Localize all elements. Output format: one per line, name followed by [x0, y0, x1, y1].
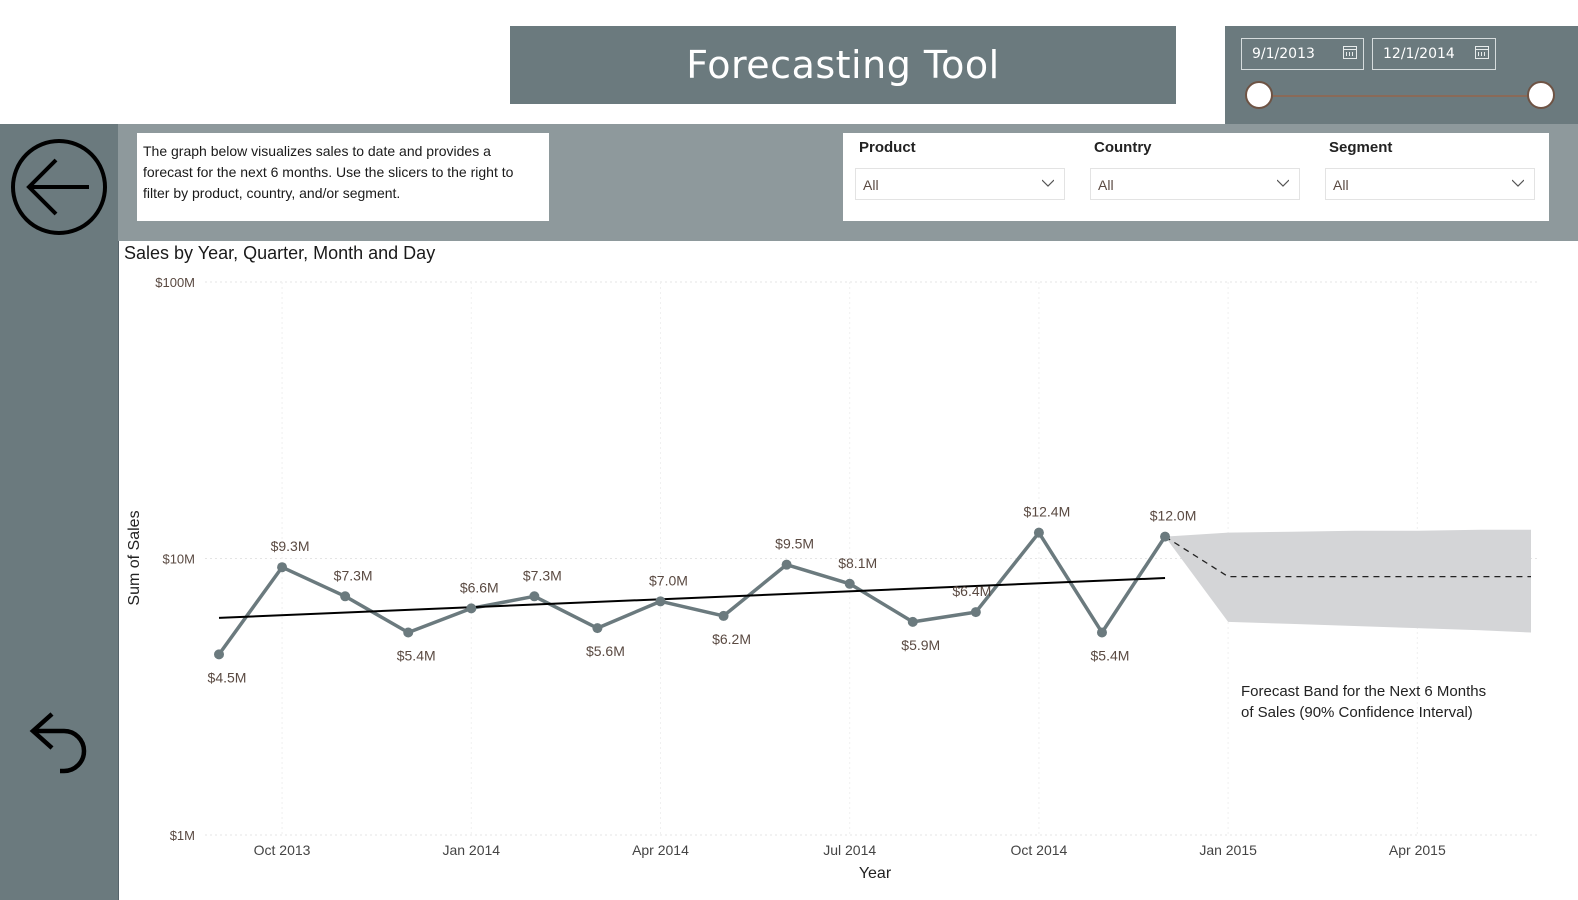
- data-point[interactable]: [1096, 627, 1107, 638]
- left-nav-rail: [0, 124, 119, 900]
- data-point[interactable]: [844, 578, 855, 589]
- data-label: $12.0M: [1150, 508, 1197, 524]
- date-slider-track[interactable]: [1259, 95, 1542, 97]
- x-tick-label: Oct 2014: [1010, 842, 1067, 858]
- data-label: $6.4M: [952, 583, 991, 599]
- x-tick-label: Apr 2015: [1389, 842, 1446, 858]
- data-label: $6.2M: [712, 631, 751, 647]
- data-point[interactable]: [340, 591, 351, 602]
- data-point[interactable]: [970, 607, 981, 618]
- product-dropdown[interactable]: All: [855, 168, 1065, 200]
- description-text: The graph below visualizes sales to date…: [137, 133, 549, 221]
- segment-dropdown[interactable]: All: [1325, 168, 1535, 200]
- calendar-icon[interactable]: [1475, 46, 1489, 59]
- data-point[interactable]: [214, 649, 224, 660]
- slicer-panel: Product All Country All Segment All: [843, 133, 1549, 221]
- data-label: $8.1M: [838, 555, 877, 571]
- x-tick-label: Jul 2014: [823, 842, 876, 858]
- start-date-input[interactable]: 9/1/2013: [1241, 38, 1364, 70]
- x-tick-label: Jan 2015: [1199, 842, 1257, 858]
- data-point[interactable]: [277, 562, 288, 573]
- circle-arrow-left-icon[interactable]: [9, 137, 109, 237]
- y-tick-label: $100M: [155, 275, 195, 290]
- segment-slicer-label: Segment: [1329, 139, 1393, 156]
- y-axis-title: Sum of Sales: [126, 510, 143, 605]
- product-dropdown-value: All: [863, 177, 879, 193]
- date-slider-end-handle[interactable]: [1527, 81, 1555, 109]
- data-point[interactable]: [1033, 527, 1044, 538]
- data-label: $9.5M: [775, 536, 814, 552]
- data-point[interactable]: [907, 616, 918, 627]
- sales-forecast-chart[interactable]: $100M $10M $1M Oct 2013 Jan 2014 Apr 2014 Jul …: [118, 241, 1578, 900]
- data-label: $12.4M: [1024, 504, 1071, 520]
- data-point[interactable]: [718, 610, 729, 621]
- calendar-icon[interactable]: [1343, 46, 1357, 59]
- data-label: $5.4M: [1091, 647, 1130, 663]
- start-date-value: 9/1/2013: [1252, 46, 1315, 62]
- data-label: $6.6M: [460, 579, 499, 595]
- data-label: $5.9M: [901, 637, 940, 653]
- data-point[interactable]: [529, 591, 540, 602]
- data-point[interactable]: [781, 559, 792, 570]
- chevron-down-icon: [1042, 179, 1054, 187]
- data-point[interactable]: [655, 596, 666, 607]
- country-dropdown-value: All: [1098, 177, 1114, 193]
- forecast-annotation: Forecast Band for the Next 6 Months: [1241, 683, 1486, 700]
- data-label: $7.0M: [649, 572, 688, 588]
- sales-line: [217, 530, 1167, 656]
- page-title: Forecasting Tool: [686, 43, 1000, 87]
- undo-arrow-icon[interactable]: [28, 708, 90, 776]
- data-point[interactable]: [466, 603, 477, 614]
- forecast-band: [1165, 529, 1531, 633]
- y-tick-label: $10M: [162, 552, 195, 567]
- forecast-line: [1164, 536, 1531, 578]
- data-label: $4.5M: [208, 669, 247, 685]
- forecast-annotation: of Sales (90% Confidence Interval): [1241, 704, 1473, 721]
- x-tick-label: Apr 2014: [632, 842, 689, 858]
- x-tick-label: Oct 2013: [254, 842, 311, 858]
- data-label: $9.3M: [271, 538, 310, 554]
- x-tick-label: Jan 2014: [442, 842, 500, 858]
- date-slider-start-handle[interactable]: [1245, 81, 1273, 109]
- data-label: $7.3M: [334, 567, 373, 583]
- data-point[interactable]: [403, 627, 414, 638]
- chevron-down-icon: [1277, 179, 1289, 187]
- data-label: $5.4M: [397, 647, 436, 663]
- chart-title: Sales by Year, Quarter, Month and Day: [124, 243, 436, 263]
- data-label: $7.3M: [523, 567, 562, 583]
- data-label: $5.6M: [586, 643, 625, 659]
- y-tick-label: $1M: [170, 828, 195, 843]
- date-range-slicer: 9/1/2013 12/1/2014: [1225, 26, 1578, 124]
- country-dropdown[interactable]: All: [1090, 168, 1300, 200]
- country-slicer-label: Country: [1094, 139, 1152, 156]
- data-point[interactable]: [1160, 531, 1171, 542]
- trend-line: [218, 577, 1166, 619]
- data-point[interactable]: [592, 623, 603, 634]
- end-date-input[interactable]: 12/1/2014: [1372, 38, 1496, 70]
- x-axis-title: Year: [859, 865, 892, 882]
- segment-dropdown-value: All: [1333, 177, 1349, 193]
- chevron-down-icon: [1512, 179, 1524, 187]
- page-title-bar: Forecasting Tool: [510, 26, 1176, 104]
- end-date-value: 12/1/2014: [1383, 46, 1455, 62]
- product-slicer-label: Product: [859, 139, 916, 156]
